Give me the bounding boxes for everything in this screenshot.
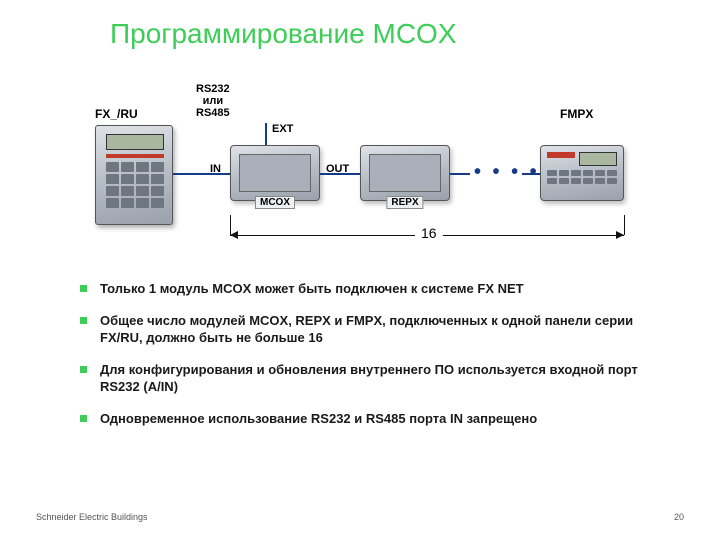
bullet-item: Общее число модулей MCOX, REPX и FMPX, п… (80, 312, 660, 347)
bullet-item: Одновременное использование RS232 и RS48… (80, 410, 660, 428)
dim-label: 16 (415, 225, 443, 241)
page-number: 20 (674, 512, 684, 522)
device-repx-tag: REPX (386, 196, 423, 209)
dim-arrow-left (230, 231, 238, 239)
bullet-item: Для конфигурирования и обновления внутре… (80, 361, 660, 396)
page-title: Программирование MCOX (110, 18, 457, 50)
link-fx-mcox (173, 173, 230, 175)
topology-diagram: FX_/RU RS232 или RS485 EXT IN MCOX OUT R… (70, 85, 640, 255)
port-label-rs: RS232 или RS485 (196, 83, 230, 119)
device-mcox-tag: MCOX (255, 196, 295, 209)
bullet-item: Только 1 модуль MCOX может быть подключе… (80, 280, 660, 298)
link-repx-dots (450, 173, 470, 175)
device-fmpx (540, 145, 624, 201)
device-label-fx: FX_/RU (95, 107, 138, 121)
bullet-list: Только 1 модуль MCOX может быть подключе… (80, 280, 660, 441)
device-repx: REPX (360, 145, 450, 201)
dim-arrow-right (616, 231, 624, 239)
device-mcox: MCOX (230, 145, 320, 201)
device-label-fmpx: FMPX (560, 107, 593, 121)
rs-drop-line (265, 123, 267, 145)
link-mcox-repx (320, 173, 360, 175)
dim-tick-right (624, 215, 625, 235)
footer-brand: Schneider Electric Buildings (36, 512, 148, 522)
device-fx-panel (95, 125, 173, 225)
link-dots-fmpx (522, 173, 540, 175)
port-label-ext: EXT (272, 123, 293, 135)
